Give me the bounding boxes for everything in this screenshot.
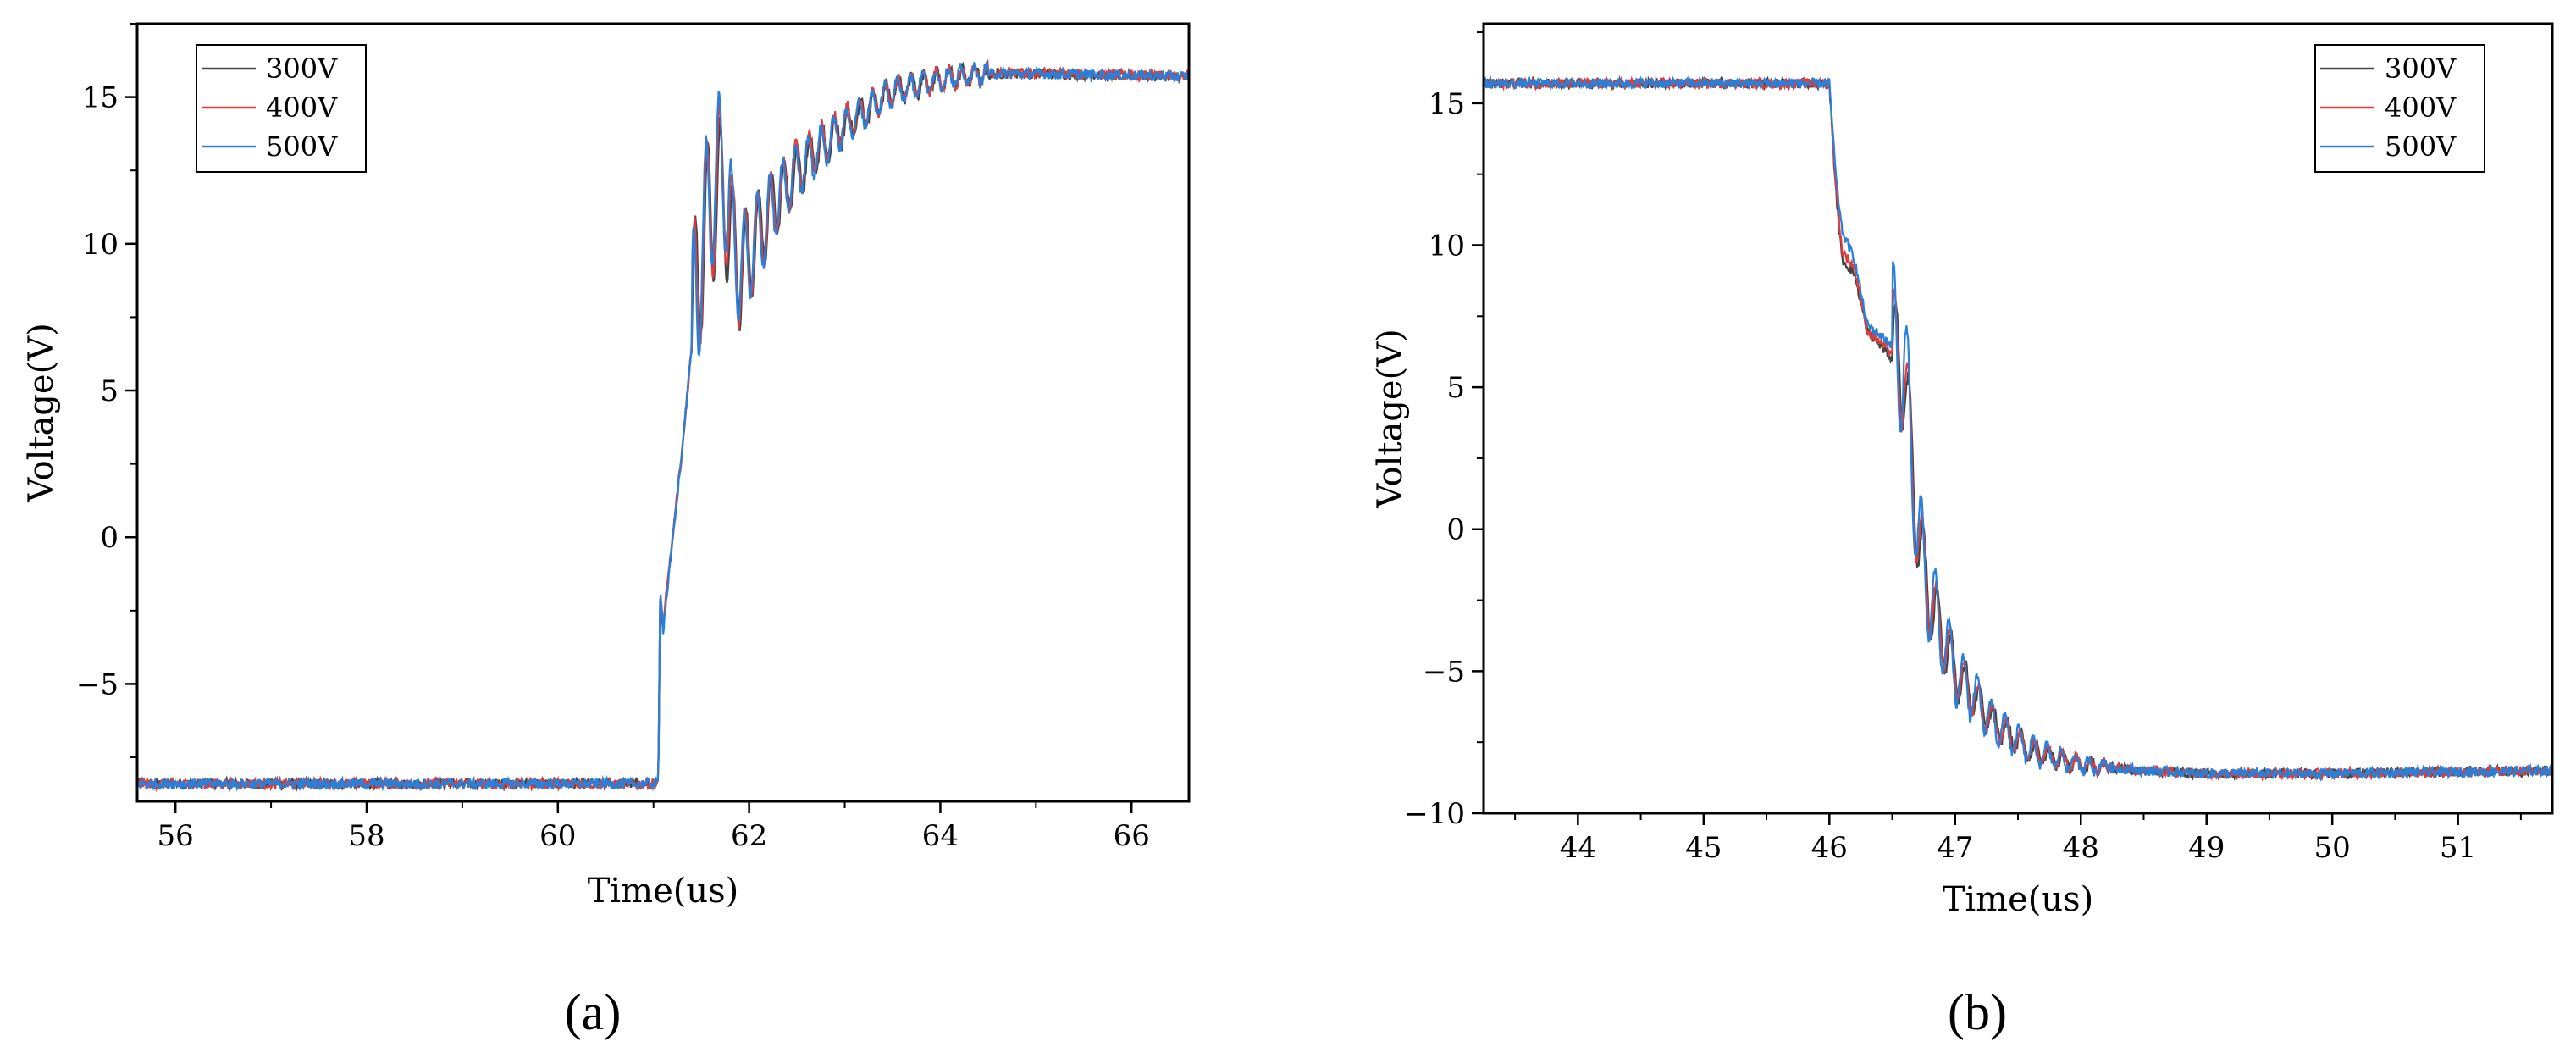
y-tick-label: −5 [1423, 655, 1465, 689]
x-tick-label: 50 [2314, 831, 2351, 865]
series-line-500V [137, 58, 1189, 792]
x-axis-title: Time(us) [588, 872, 739, 911]
chart-panel-b: 44 45 46 47 48 49 50 51 −10 −5 0 5 10 15 Time(us) Volta… [1371, 22, 2554, 1040]
x-tick-label: 44 [1560, 831, 1596, 865]
x-axis: 56 58 60 62 64 66 [158, 801, 1150, 853]
x-tick-label: 51 [2440, 831, 2476, 865]
plot-frame [135, 22, 1191, 803]
x-tick-label: 47 [1937, 831, 1973, 865]
y-axis: −5 0 5 10 15 [76, 23, 137, 759]
plot-lines [137, 58, 1189, 793]
series-line-300V [1484, 75, 2552, 782]
x-tick-label: 64 [922, 819, 959, 853]
panel-label: (a) [565, 984, 622, 1040]
y-axis-title: Voltage(V) [1371, 329, 1410, 508]
legend: 300V 400V 500V [196, 44, 367, 173]
y-tick-label: 15 [1429, 87, 1465, 121]
x-tick-label: 60 [539, 819, 576, 853]
legend-label-400V: 400V [2385, 91, 2457, 124]
y-tick-label: 5 [100, 374, 119, 408]
y-tick-label: −5 [76, 667, 119, 701]
legend: 300V 400V 500V [2314, 44, 2485, 173]
panel-label: (b) [1948, 984, 2007, 1040]
x-axis-title: Time(us) [1943, 880, 2094, 919]
legend-label-400V: 400V [266, 91, 338, 124]
x-tick-label: 45 [1685, 831, 1722, 865]
legend-label-300V: 300V [2385, 53, 2457, 85]
legend-label-500V: 500V [2385, 130, 2457, 163]
y-tick-label: 0 [1446, 513, 1465, 547]
y-tick-label: 10 [82, 228, 119, 262]
y-tick-label: 15 [82, 81, 119, 115]
y-tick-label: 10 [1429, 229, 1465, 263]
y-tick-label: −10 [1404, 797, 1465, 831]
legend-label-500V: 500V [266, 130, 338, 163]
y-axis-title: Voltage(V) [22, 323, 61, 502]
series-line-500V [1484, 75, 2552, 782]
y-axis: −10 −5 0 5 10 15 [1404, 31, 1484, 831]
series-line-400V [1484, 75, 2552, 782]
x-axis: 44 45 46 47 48 49 50 51 [1514, 813, 2522, 865]
x-tick-label: 46 [1811, 831, 1848, 865]
chart-panel-a: 56 58 60 62 64 66 −5 0 5 10 15 Time(us) Voltage(V) 30… [22, 22, 1191, 1040]
x-tick-label: 58 [348, 819, 384, 853]
x-tick-label: 66 [1114, 819, 1150, 853]
plot-lines [1484, 75, 2552, 782]
x-tick-label: 56 [158, 819, 194, 853]
y-tick-label: 0 [100, 521, 119, 555]
x-tick-label: 49 [2188, 831, 2225, 865]
x-tick-label: 62 [731, 819, 767, 853]
legend-label-300V: 300V [266, 53, 338, 85]
x-tick-label: 48 [2063, 831, 2099, 865]
y-tick-label: 5 [1446, 371, 1465, 405]
